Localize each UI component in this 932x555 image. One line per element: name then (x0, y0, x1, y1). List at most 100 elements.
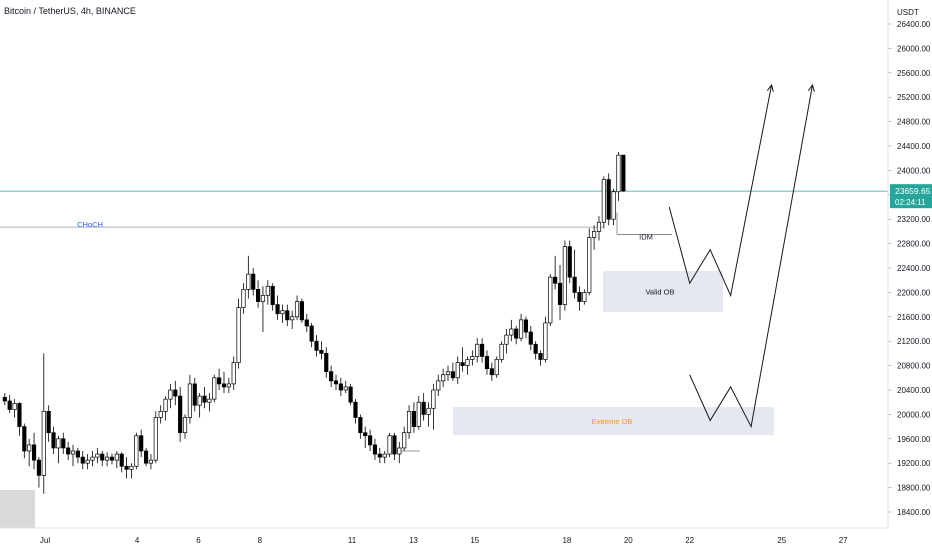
projection-path (668, 84, 773, 298)
candle-body (329, 371, 334, 382)
candle-body (80, 456, 85, 464)
candle-body (484, 356, 490, 370)
candle-body (22, 426, 27, 452)
candle (309, 322, 314, 348)
candle-body (2, 396, 7, 402)
candle (621, 154, 626, 192)
candle-body (270, 285, 275, 305)
candle-body (251, 273, 256, 290)
candle-body (567, 246, 572, 278)
candle (616, 152, 621, 201)
candle (353, 399, 358, 424)
candle (343, 380, 348, 394)
choch-label: CHoCH (77, 220, 103, 229)
candle-body (397, 447, 402, 455)
candle (416, 396, 421, 430)
candle (56, 435, 61, 464)
candle-body (109, 456, 115, 461)
candle-body (197, 395, 202, 406)
candle (260, 286, 266, 333)
candle-body (70, 450, 76, 455)
candle (290, 310, 295, 329)
candle-body (90, 456, 95, 461)
candle (173, 380, 178, 406)
x-tick-label: 4 (135, 536, 140, 545)
candle-body (173, 389, 178, 397)
candle (319, 341, 324, 360)
x-tick-label: 11 (348, 536, 357, 545)
y-tick-label: 20400.00 (897, 386, 931, 395)
candle (387, 432, 392, 458)
candle (553, 255, 558, 290)
candle (499, 341, 504, 363)
x-tick-label: 8 (258, 536, 263, 545)
candle-body (285, 310, 290, 321)
candle-body (207, 398, 212, 403)
candle (143, 447, 149, 467)
candle-body (426, 407, 431, 415)
candle-body (368, 435, 373, 446)
candle (124, 457, 129, 479)
candle (12, 399, 17, 418)
candle (241, 283, 246, 314)
candle-body (294, 301, 300, 318)
x-tick-label: 20 (624, 536, 633, 545)
valid-ob-label: Valid OB (645, 287, 674, 296)
price-axis[interactable]: USDT 26400.00 26000.00 25600.00 25200.00 2480… (887, 0, 932, 550)
candle-body (260, 295, 266, 302)
grey-block (0, 490, 35, 528)
candle (36, 457, 42, 488)
candle (134, 432, 139, 470)
y-tick-label: 26400.00 (897, 20, 931, 29)
price-badge-countdown: 02:24:11 (895, 198, 926, 207)
time-axis[interactable]: Jul 4 6 8 11 13 15 18 20 22 25 27 (0, 527, 888, 545)
candle (577, 286, 582, 311)
price-axis-bg (888, 0, 932, 550)
candle (572, 249, 577, 299)
y-tick-label: 18400.00 (897, 508, 931, 517)
candle (329, 365, 334, 387)
candle (178, 386, 183, 442)
candle (372, 438, 378, 461)
candle-body (241, 289, 246, 309)
candle-body (95, 453, 100, 458)
candle-body (480, 343, 485, 357)
price-badge-value: 23659.65 (895, 186, 931, 196)
candle-body (475, 343, 480, 357)
candles-layer (2, 152, 626, 494)
candle-body (538, 353, 543, 360)
candle-body (304, 319, 309, 327)
candle (509, 319, 514, 342)
candle-body (411, 411, 416, 427)
candle-body (231, 362, 236, 385)
candle-body (343, 386, 348, 391)
candle-body (406, 411, 412, 434)
candle-body (553, 276, 558, 284)
candle (523, 316, 529, 339)
candle-body (455, 362, 460, 379)
candle (582, 289, 587, 305)
candle-body (105, 456, 110, 461)
candle (100, 451, 105, 467)
y-tick-label: 26000.00 (897, 44, 931, 53)
y-tick-label: 18800.00 (897, 484, 931, 493)
y-tick-label: 23200.00 (897, 215, 931, 224)
candle-body (61, 438, 66, 449)
candle (119, 452, 124, 473)
candle (304, 313, 309, 333)
x-tick-label: 13 (409, 536, 418, 545)
projection-arrows (668, 83, 815, 429)
candle (187, 374, 192, 424)
candle-body (562, 246, 567, 305)
candle-body (382, 453, 387, 458)
idm-label: IDM (639, 232, 653, 241)
candle-body (533, 343, 538, 354)
candle-body (27, 444, 32, 452)
candle-body (212, 377, 217, 400)
candle (95, 447, 100, 464)
candle-body (431, 389, 436, 409)
candle (480, 338, 485, 363)
candle (431, 383, 436, 430)
